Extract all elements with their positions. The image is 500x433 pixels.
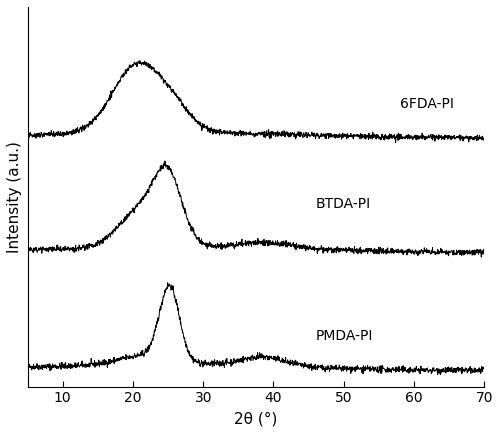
Text: BTDA-PI: BTDA-PI bbox=[316, 197, 371, 211]
Text: 6FDA-PI: 6FDA-PI bbox=[400, 97, 454, 111]
X-axis label: 2θ (°): 2θ (°) bbox=[234, 411, 278, 426]
Text: PMDA-PI: PMDA-PI bbox=[316, 330, 373, 343]
Y-axis label: Intensity (a.u.): Intensity (a.u.) bbox=[7, 141, 22, 253]
